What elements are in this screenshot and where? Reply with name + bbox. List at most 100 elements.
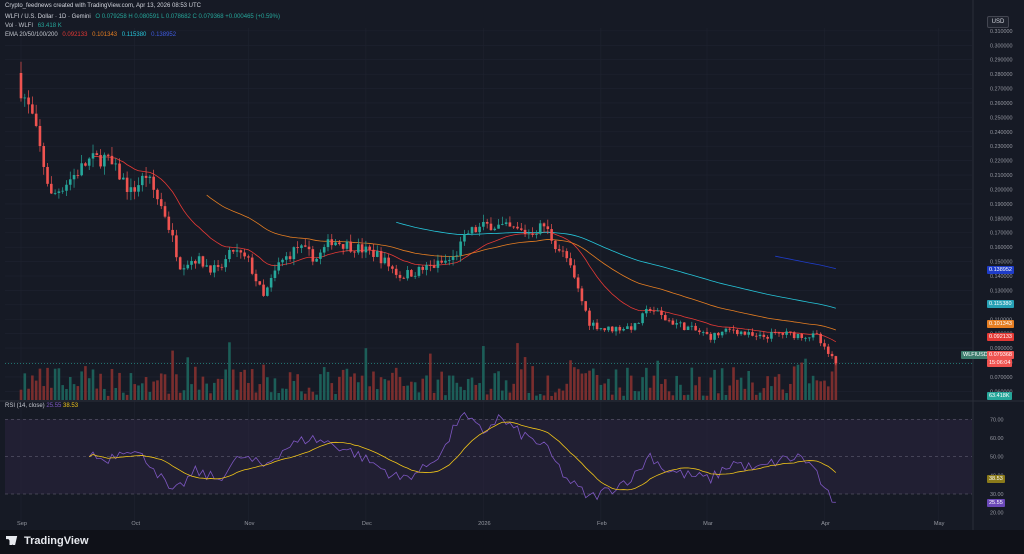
price-tick-label: 0.160000 [990, 245, 1012, 251]
candle-body [504, 222, 508, 224]
rsi-tick-label: 30.00 [990, 492, 1004, 498]
symbol-legend[interactable]: WLFI / U.S. Dollar · 1D · Gemini O 0.079… [5, 14, 283, 20]
volume-bar [819, 381, 822, 400]
volume-bar [451, 375, 455, 400]
ema50-price-badge: 0.101343 [987, 320, 1014, 328]
candle-body [156, 189, 159, 200]
volume-bar [789, 383, 792, 400]
volume-bar [243, 369, 246, 400]
candle-body [178, 257, 182, 270]
volume-bar [781, 389, 785, 400]
tradingview-logo[interactable]: TradingView [6, 535, 89, 547]
candle-body [599, 328, 603, 330]
volume-bar [250, 369, 254, 400]
candle-body [61, 190, 64, 192]
volume-bar [808, 383, 811, 400]
candle-body [129, 187, 133, 192]
candle-body [84, 163, 87, 166]
candle-body [478, 226, 481, 233]
candle-body [671, 320, 675, 325]
volume-bar [247, 382, 250, 400]
ema-legend[interactable]: EMA 20/50/100/200 0.092133 0.101343 0.11… [5, 32, 179, 38]
volume-bar [671, 395, 675, 400]
time-tick-label: Nov [244, 521, 254, 527]
candle-body [80, 163, 83, 176]
volume-bar [19, 389, 23, 400]
candle-body [686, 326, 690, 331]
volume-bar [87, 378, 91, 400]
volume-legend[interactable]: Vol · WLFI 63.418 K [5, 23, 65, 29]
volume-bar [34, 380, 38, 400]
candle-body [273, 270, 277, 278]
candle-body [103, 154, 106, 167]
volume-bar [595, 375, 599, 400]
volume-bar [489, 388, 493, 400]
currency-button[interactable]: USD [987, 16, 1009, 28]
candle-body [205, 265, 209, 267]
candle-body [535, 233, 538, 235]
price-tick-label: 0.220000 [990, 159, 1012, 165]
candle-body [584, 301, 588, 311]
volume-bar [197, 389, 201, 400]
candle-body [87, 158, 91, 166]
volume-bar [497, 371, 500, 400]
volume-bar [724, 394, 728, 400]
volume-bar [440, 371, 443, 400]
volume-bar [455, 382, 459, 400]
volume-bar [372, 371, 375, 400]
volume-bar [65, 389, 68, 400]
volume-bar [527, 392, 531, 400]
volume-bar [508, 392, 512, 400]
candle-body [470, 227, 474, 234]
price-tick-label: 0.130000 [990, 288, 1012, 294]
ema100-value: 0.115380 [121, 32, 147, 38]
volume-bar [542, 395, 546, 400]
candle-body [250, 257, 254, 274]
candle-body [804, 337, 807, 339]
ema20-value: 0.092133 [62, 32, 88, 38]
candle-body [167, 216, 171, 230]
candle-body [122, 177, 125, 180]
candle-body [561, 250, 565, 252]
candle-body [789, 331, 792, 333]
volume-bar [387, 380, 390, 400]
volume-bar [516, 343, 519, 400]
rsi-legend[interactable]: RSI (14, close) 25.55 38.53 [5, 403, 78, 409]
volume-bar [739, 377, 743, 400]
volume-bar [224, 369, 227, 400]
candle-body [410, 270, 413, 277]
candle-body [474, 227, 478, 233]
candle-body [235, 250, 239, 252]
ohlc-values: O 0.079258 H 0.080591 L 0.078682 C 0.079… [95, 14, 280, 20]
volume-bar [349, 376, 353, 400]
volume-bar [402, 385, 406, 400]
volume-bar [144, 377, 148, 400]
candle-body [345, 241, 349, 249]
candle-body [573, 265, 576, 278]
volume-bar [709, 377, 713, 400]
volume-bar [72, 384, 76, 400]
volume-bar [303, 393, 307, 400]
rsi-label: RSI (14, close) [5, 403, 45, 409]
volume-bar [31, 375, 34, 400]
candle-body [281, 259, 284, 263]
candle-body [46, 166, 49, 184]
candle-body [637, 323, 641, 324]
rsi-pane [5, 411, 972, 503]
volume-bar [557, 388, 561, 400]
volume-bar [679, 384, 682, 400]
candle-body [808, 337, 811, 339]
candle-body [557, 249, 561, 251]
candle-body [497, 224, 500, 229]
volume-bar [675, 375, 678, 400]
time-tick-label: Mar [703, 521, 713, 527]
candle-body [288, 256, 292, 260]
volume-bar [637, 391, 641, 400]
candle-body [508, 222, 512, 227]
candle-body [728, 328, 732, 330]
candle-body [425, 265, 428, 270]
candle-body [118, 163, 121, 180]
volume-bar [705, 395, 709, 400]
candle-body [159, 199, 163, 207]
